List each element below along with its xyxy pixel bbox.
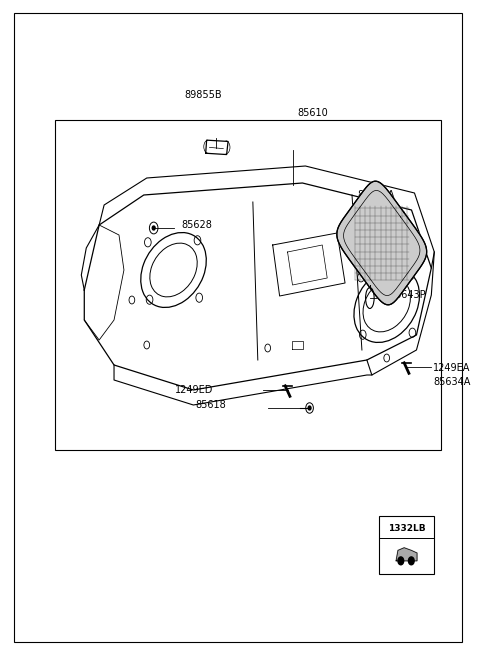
Text: 1249ED: 1249ED (175, 385, 213, 395)
Circle shape (308, 406, 311, 410)
Text: 85628: 85628 (181, 220, 212, 230)
Circle shape (152, 226, 155, 230)
Text: 85610: 85610 (298, 108, 328, 118)
Circle shape (398, 557, 404, 565)
Text: 89855B: 89855B (184, 90, 222, 100)
Text: 1332LB: 1332LB (388, 524, 425, 533)
Text: 1249EA: 1249EA (433, 363, 471, 373)
Text: 85628A: 85628A (357, 205, 395, 215)
Text: 85634A: 85634A (433, 377, 471, 387)
Circle shape (408, 557, 414, 565)
Polygon shape (337, 181, 427, 305)
Polygon shape (396, 548, 417, 561)
Text: 18643P: 18643P (390, 290, 426, 300)
Text: 85618A: 85618A (357, 190, 395, 200)
Text: 85618: 85618 (195, 400, 226, 410)
